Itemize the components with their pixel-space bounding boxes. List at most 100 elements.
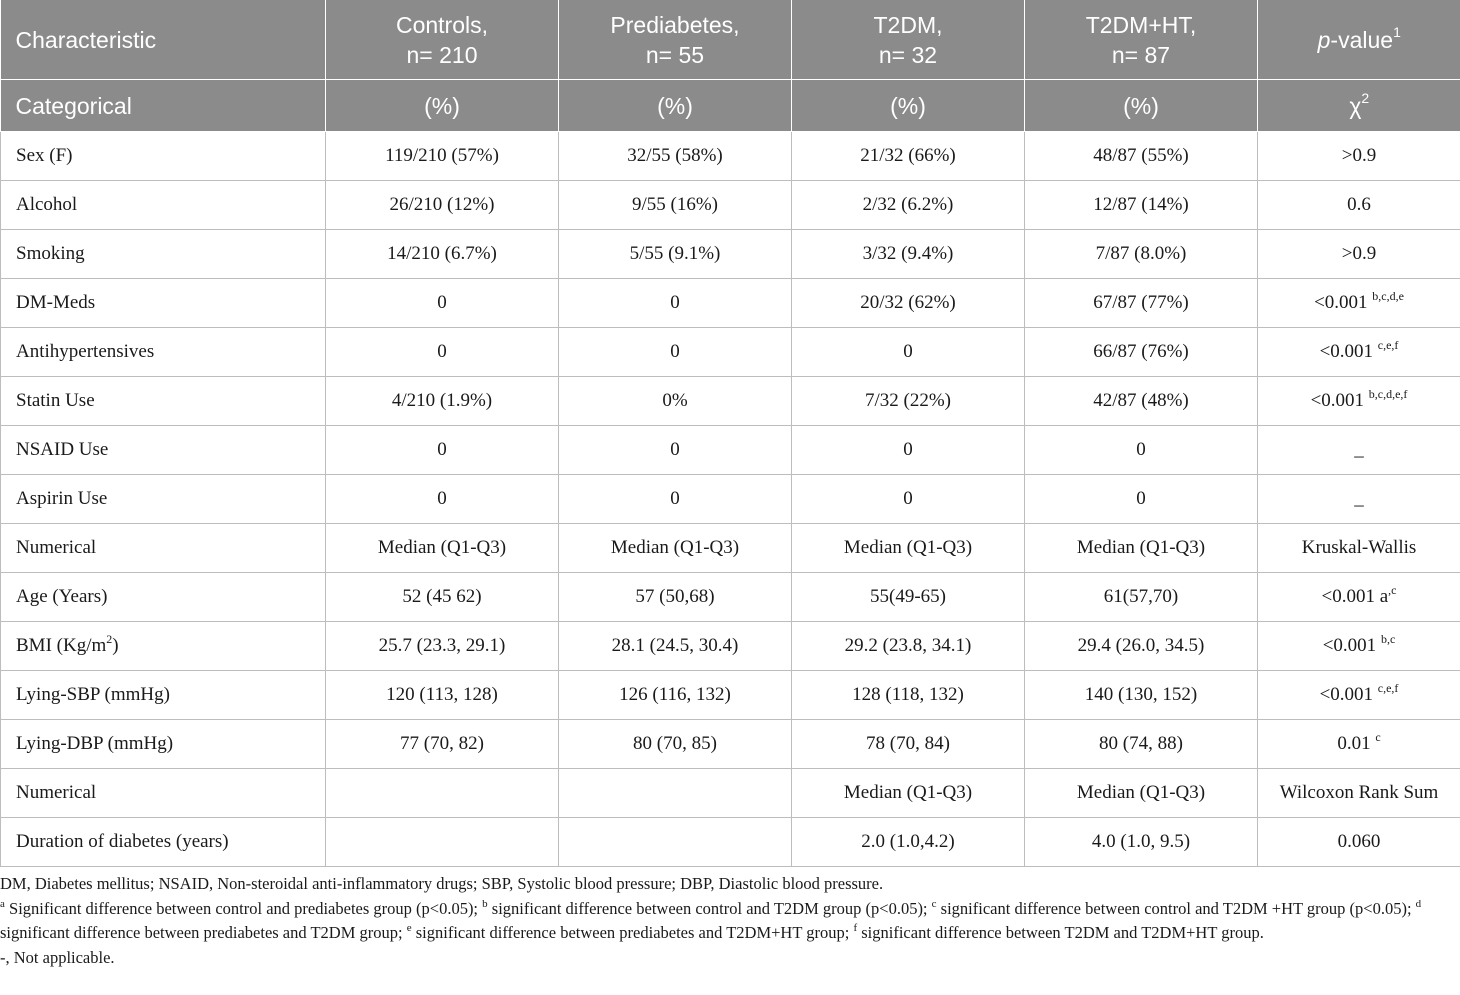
- pvalue-cell: >0.9: [1257, 229, 1460, 279]
- footnote-marker: b: [482, 897, 488, 910]
- pvalue-sup: c,e,f: [1377, 681, 1399, 695]
- table-cell: 25.7 (23.3, 29.1): [325, 621, 559, 671]
- pvalue-text: _: [1354, 439, 1364, 460]
- pvalue-cell: <0.001 a,c: [1257, 572, 1460, 622]
- table-cell: 32/55 (58%): [558, 131, 792, 181]
- table-cell: 5/55 (9.1%): [558, 229, 792, 279]
- table-row: BMI (Kg/m2) 25.7 (23.3, 29.1) 28.1 (24.5, …: [0, 621, 1460, 671]
- row-label: Lying-SBP (mmHg): [0, 670, 326, 720]
- pvalue-text: 0.060: [1337, 831, 1381, 852]
- table-cell: 67/87 (77%): [1024, 278, 1258, 328]
- row-label: NSAID Use: [0, 425, 326, 475]
- row-label-text: Age (Years): [16, 586, 108, 607]
- table-cell: Median (Q1-Q3): [558, 523, 792, 573]
- table-cell: 4.0 (1.0, 9.5): [1024, 817, 1258, 867]
- pvalue-text: <0.001 a: [1321, 586, 1389, 607]
- table-cell: Median (Q1-Q3): [791, 768, 1025, 818]
- table-cell: 78 (70, 84): [791, 719, 1025, 769]
- row-label-text: BMI (Kg/m: [16, 635, 107, 656]
- table-cell: 2.0 (1.0,4.2): [791, 817, 1025, 867]
- table-row: Numerical Median (Q1-Q3) Median (Q1-Q3) Wil…: [0, 768, 1460, 818]
- table-row: Aspirin Use 0 0 0 0 _: [0, 474, 1460, 524]
- header-percent: (%): [558, 79, 792, 132]
- table-cell: [325, 817, 559, 867]
- header-percent: (%): [791, 79, 1025, 132]
- group-n: n= 55: [645, 41, 705, 68]
- pvalue-text: <0.001: [1314, 292, 1373, 313]
- footnote-abbreviations: DM, Diabetes mellitus; NSAID, Non-steroi…: [0, 874, 884, 893]
- table-cell: 3/32 (9.4%): [791, 229, 1025, 279]
- pvalue-sup: c,e,f: [1377, 338, 1399, 352]
- row-label-text: Alcohol: [16, 194, 78, 215]
- table-cell: 0: [325, 327, 559, 377]
- pvalue-sup: b,c: [1380, 632, 1396, 646]
- header-group-t2dm: T2DM, n= 32: [791, 0, 1025, 80]
- table-cell: 61(57,70): [1024, 572, 1258, 622]
- table-cell: 52 (45 62): [325, 572, 559, 622]
- table-body: Sex (F) 119/210 (57%) 32/55 (58%) 21/32 (66…: [0, 131, 1460, 867]
- pvalue-text: <0.001: [1322, 635, 1381, 656]
- table-cell: 2/32 (6.2%): [791, 180, 1025, 230]
- pvalue-text: <0.001: [1310, 390, 1369, 411]
- table-cell: 28.1 (24.5, 30.4): [558, 621, 792, 671]
- table-cell: 0: [558, 474, 792, 524]
- row-label-text: Lying-SBP (mmHg): [16, 684, 170, 705]
- row-label: DM-Meds: [0, 278, 326, 328]
- header-row-units: Categorical (%) (%) (%) (%) χ2: [0, 79, 1460, 132]
- table-cell: 55(49-65): [791, 572, 1025, 622]
- table-cell: Median (Q1-Q3): [325, 523, 559, 573]
- table-cell: 140 (130, 152): [1024, 670, 1258, 720]
- pvalue-cell: <0.001 b,c,d,e: [1257, 278, 1460, 328]
- table-row: Duration of diabetes (years) 2.0 (1.0,4.2…: [0, 817, 1460, 867]
- row-label: Alcohol: [0, 180, 326, 230]
- table-row: Lying-DBP (mmHg) 77 (70, 82) 80 (70, 85) 78…: [0, 719, 1460, 769]
- table-cell: 66/87 (76%): [1024, 327, 1258, 377]
- row-label-text: Lying-DBP (mmHg): [16, 733, 174, 754]
- row-label: Age (Years): [0, 572, 326, 622]
- pvalue-cell: Wilcoxon Rank Sum: [1257, 768, 1460, 818]
- pvalue-cell: <0.001 b,c: [1257, 621, 1460, 671]
- pvalue-cell: 0.6: [1257, 180, 1460, 230]
- table-cell: Median (Q1-Q3): [791, 523, 1025, 573]
- table-cell: 119/210 (57%): [325, 131, 559, 181]
- header-percent: (%): [1024, 79, 1258, 132]
- header-percent: (%): [325, 79, 559, 132]
- table-row: NSAID Use 0 0 0 0 _: [0, 425, 1460, 475]
- pvalue-text: 0.6: [1347, 194, 1371, 215]
- pvalue-sup: c: [1375, 730, 1381, 744]
- table-cell: 0: [791, 327, 1025, 377]
- pvalue-sup: ,c: [1388, 583, 1397, 597]
- table-cell: [325, 768, 559, 818]
- pvalue-sup: b,c,d,e: [1372, 289, 1404, 303]
- pvalue-cell: >0.9: [1257, 131, 1460, 181]
- footnote-text: significant difference between control a…: [487, 898, 932, 918]
- pvalue-p: p: [1317, 26, 1331, 53]
- table-cell: 77 (70, 82): [325, 719, 559, 769]
- row-label-text: Smoking: [16, 243, 85, 264]
- table-cell: 0: [325, 278, 559, 328]
- table-cell: Median (Q1-Q3): [1024, 768, 1258, 818]
- pvalue-cell: <0.001 b,c,d,e,f: [1257, 376, 1460, 426]
- chi-sup: 2: [1361, 89, 1370, 106]
- footnote-marker: e: [406, 922, 412, 934]
- table-cell: 42/87 (48%): [1024, 376, 1258, 426]
- footnote-text: significant difference between T2DM and …: [857, 923, 1264, 942]
- footnote-text: significant difference between prediabet…: [0, 923, 407, 942]
- table-cell: [558, 768, 792, 818]
- table-cell: 80 (70, 85): [558, 719, 792, 769]
- footnote-not-applicable: -, Not applicable.: [0, 947, 115, 967]
- row-label: Lying-DBP (mmHg): [0, 719, 326, 769]
- table-cell: 0: [325, 425, 559, 475]
- pvalue-cell: 0.01 c: [1257, 719, 1460, 769]
- header-group-t2dm-ht: T2DM+HT, n= 87: [1024, 0, 1258, 80]
- pvalue-cell: _: [1257, 425, 1460, 475]
- footnote-marker: c: [931, 897, 937, 910]
- pvalue-text: Kruskal-Wallis: [1301, 537, 1417, 558]
- pvalue-text: >0.9: [1341, 243, 1377, 264]
- footnote-marker: f: [853, 922, 858, 934]
- table-cell: [558, 817, 792, 867]
- row-label: BMI (Kg/m2): [0, 621, 326, 671]
- header-characteristic: Characteristic: [0, 0, 326, 80]
- table-cell: 20/32 (62%): [791, 278, 1025, 328]
- table-cell: 7/87 (8.0%): [1024, 229, 1258, 279]
